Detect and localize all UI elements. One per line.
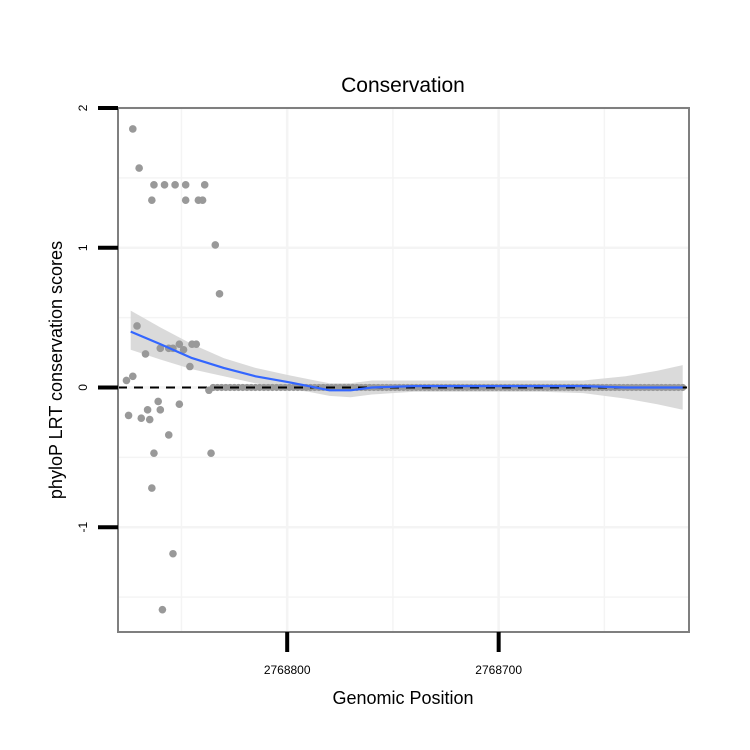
data-point (207, 449, 215, 457)
y-tick-label: -1 (76, 522, 90, 533)
data-point (154, 397, 162, 406)
data-point (192, 340, 201, 348)
data-point (171, 181, 179, 189)
confidence-ribbon (130, 310, 683, 410)
data-point (156, 406, 165, 414)
y-axis-title: phyloP LRT conservation scores (46, 241, 66, 499)
x-tick-label: 2768800 (264, 663, 311, 677)
data-point (200, 181, 209, 189)
data-point (158, 605, 167, 614)
chart-title: Conservation (341, 74, 465, 97)
data-point (133, 322, 141, 330)
data-point (181, 196, 190, 205)
data-point (129, 125, 137, 133)
data-point (169, 549, 177, 558)
data-point (186, 362, 194, 371)
data-point (211, 241, 220, 249)
data-point (150, 181, 158, 189)
data-point (135, 164, 143, 172)
data-point (198, 196, 207, 205)
data-point (160, 181, 169, 189)
data-point (215, 290, 224, 298)
data-point (175, 400, 184, 409)
plot-panel-border (117, 107, 690, 633)
data-point (145, 415, 154, 424)
data-point (148, 196, 156, 205)
data-point (179, 345, 188, 354)
y-tick-label: 1 (76, 244, 90, 251)
data-point (137, 414, 146, 423)
y-tick-label: 0 (76, 384, 90, 391)
data-point (181, 181, 190, 189)
data-point (141, 350, 150, 358)
data-point (148, 484, 156, 492)
data-point (164, 431, 173, 439)
data-point (122, 376, 131, 385)
y-tick-label: 2 (76, 104, 90, 111)
x-axis: 2768800 2768700 (264, 632, 522, 677)
data-point (175, 340, 184, 348)
data-point (205, 386, 213, 395)
x-tick-label: 2768700 (475, 663, 522, 677)
x-axis-title: Genomic Position (332, 688, 473, 708)
data-point (150, 449, 158, 457)
data-point (156, 344, 165, 353)
confidence-ribbon-layer (130, 310, 683, 410)
y-axis: -1 0 1 2 (76, 104, 118, 533)
data-points-layer (122, 125, 224, 614)
smooth-fit-line (130, 330, 683, 392)
data-point (129, 372, 137, 381)
data-point (143, 406, 152, 414)
smooth-line-layer (130, 330, 683, 392)
data-point (124, 411, 133, 420)
